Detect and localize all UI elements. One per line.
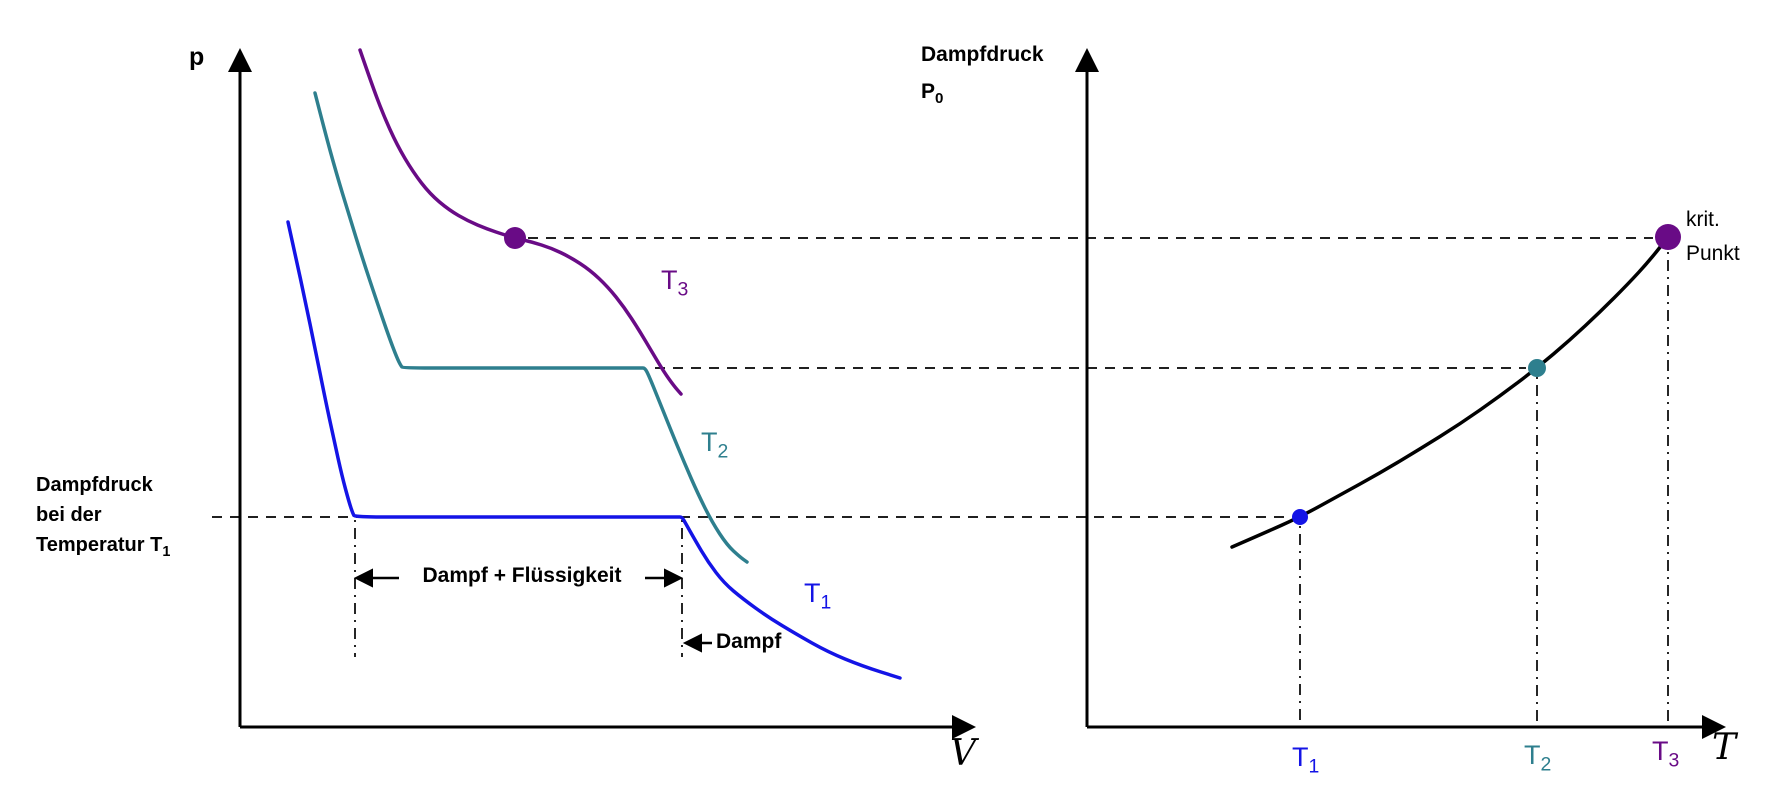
two-phase-region-label: Dampf + Flüssigkeit [399,563,645,589]
curve-T3 [358,48,683,396]
critical-point-label: krit. Punkt [1686,203,1740,271]
isotherm-label-t3: T3 [661,265,689,301]
vapor-pressure-note: Dampfdruck bei der Temperatur T1 [36,470,170,560]
vapor-label: Dampf [716,630,782,653]
right-y-axis-label-line1: Dampfdruck [921,43,1044,66]
temperature-tick-t3: T3 [1652,736,1680,772]
point-T1 [1292,509,1308,525]
right-y-axis-label-line2: P0 [921,80,944,108]
isotherm-label-t2: T2 [701,427,729,463]
point-T2 [1528,359,1546,377]
vapor-pressure-note-line3: Temperatur T1 [36,534,171,560]
right-y-axis-label: Dampfdruck P0 [921,36,1044,110]
critical-point-label-line1: krit. [1686,208,1720,231]
temperature-tick-t2: T2 [1524,740,1552,776]
curve-T1 [286,220,902,680]
left-x-axis-label: V [950,733,976,774]
curve-T2 [313,91,749,564]
point-krit. Punkt [504,227,526,249]
vapor-pressure-note-line2: bei der [36,504,102,526]
left-y-axis-label: p [189,43,205,71]
temperature-tick-t1: T1 [1292,742,1320,778]
isotherm-label-t1: T1 [804,578,832,614]
critical-point-label-line2: Punkt [1686,242,1740,265]
vapor-pressure-note-line1: Dampfdruck [36,474,153,496]
right-x-axis-label: T [1712,727,1737,768]
curve-P0 [1230,235,1670,549]
point-T3 krit. Punkt [1655,224,1681,250]
